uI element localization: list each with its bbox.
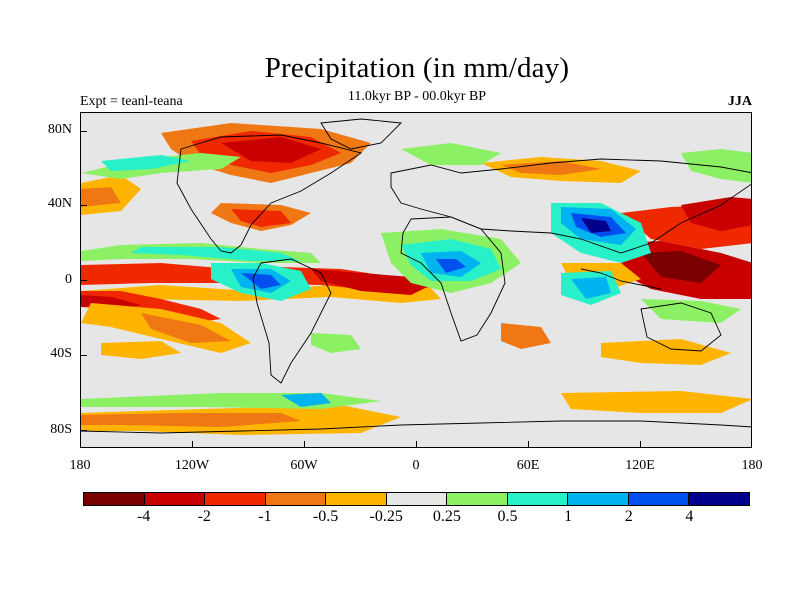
colorbar-label: -4 — [136, 508, 151, 525]
x-tick — [416, 441, 417, 448]
y-label-80s: 80S — [50, 422, 72, 437]
chart-title: Precipitation (in mm/day) — [264, 52, 570, 84]
season-label: JJA — [727, 94, 752, 109]
x-tick — [528, 441, 529, 448]
colorbar-label: 4 — [685, 508, 694, 525]
y-tick — [80, 280, 87, 281]
colorbar-label: -0.25 — [369, 508, 403, 525]
colorbar-box — [568, 493, 629, 505]
y-tick — [80, 355, 87, 356]
colorbar-label: -2 — [197, 508, 211, 525]
colorbar-box — [84, 493, 145, 505]
x-label-120w: 120W — [174, 458, 210, 473]
colorbar-label: 2 — [624, 508, 633, 525]
colorbar-box — [144, 493, 206, 505]
x-label-180w: 180 — [69, 458, 91, 473]
colorbar-label: 0.5 — [497, 508, 518, 525]
colorbar-box — [326, 493, 387, 505]
colorbar-box — [205, 493, 266, 505]
x-label-0: 0 — [412, 458, 420, 473]
y-label-40s: 40S — [50, 346, 72, 361]
colorbar-box — [386, 493, 448, 505]
colorbar-label: 0.25 — [432, 508, 461, 525]
x-label-60w: 60W — [290, 458, 318, 473]
y-label-40n: 40N — [47, 196, 72, 211]
colorbar-label: 1 — [564, 508, 573, 525]
x-label-120e: 120E — [625, 458, 655, 473]
y-tick — [80, 430, 87, 431]
chart-subtitle: 11.0kyr BP - 00.0kyr BP — [347, 89, 487, 104]
coastlines — [81, 118, 751, 434]
x-label-60e: 60E — [516, 458, 540, 473]
x-label-180e: 180 — [741, 458, 763, 473]
colorbar-box — [265, 493, 327, 505]
x-tick — [304, 441, 305, 448]
colorbar-box — [447, 493, 508, 505]
x-tick — [640, 441, 641, 448]
colorbar-label: -1 — [258, 508, 272, 525]
colorbar-box — [689, 493, 750, 505]
colorbar-legend — [83, 492, 750, 506]
y-label-0: 0 — [65, 272, 72, 287]
map-svg — [81, 118, 751, 435]
colorbar-label: -0.5 — [312, 508, 339, 525]
colorbar-box — [628, 493, 690, 505]
precipitation-map — [80, 112, 752, 448]
y-tick — [80, 131, 87, 132]
colorbar-box — [507, 493, 569, 505]
y-tick — [80, 205, 87, 206]
experiment-label: Expt = teanl-teana — [80, 94, 183, 109]
x-tick — [192, 441, 193, 448]
y-label-80n: 80N — [47, 122, 72, 137]
